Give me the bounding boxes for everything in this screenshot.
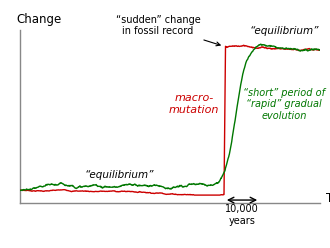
Text: Change: Change: [17, 13, 62, 27]
Text: 10,000
years: 10,000 years: [225, 204, 259, 226]
Text: “equilibrium”: “equilibrium”: [249, 26, 319, 36]
Text: “short” period of
“rapid” gradual
evolution: “short” period of “rapid” gradual evolut…: [243, 88, 325, 121]
Text: Time: Time: [326, 192, 330, 205]
Text: “sudden” change
in fossil record: “sudden” change in fossil record: [115, 15, 220, 46]
Text: macro-
mutation: macro- mutation: [169, 93, 219, 115]
Text: “equilibrium”: “equilibrium”: [84, 170, 154, 180]
